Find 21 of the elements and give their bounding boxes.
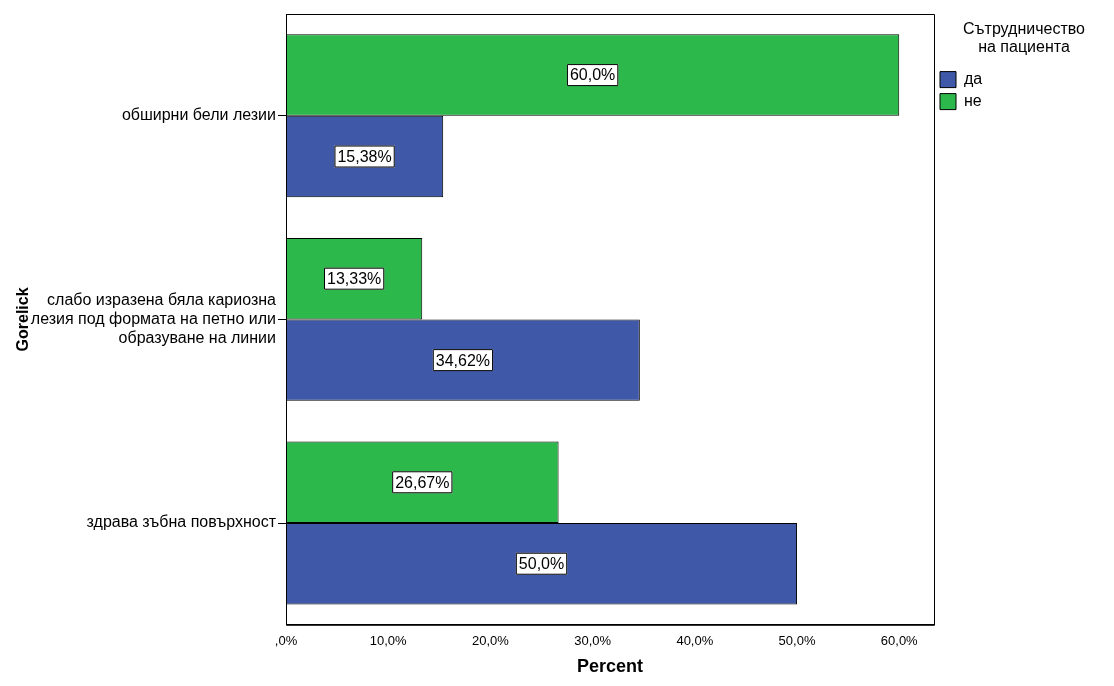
- data-label: 60,0%: [569, 66, 616, 84]
- legend-label: да: [964, 70, 983, 88]
- legend-title: Сътрудничество на пациента: [963, 20, 1086, 56]
- y-tick-label: здрава зъбна повърхност: [86, 513, 277, 531]
- x-tick-label: 30,0%: [574, 633, 612, 649]
- data-label: 26,67%: [395, 473, 450, 491]
- x-tick-label: 10,0%: [369, 633, 408, 649]
- x-axis-title: Percent: [576, 656, 644, 677]
- y-axis-title: Gorelick: [14, 287, 32, 352]
- x-tick-label: 20,0%: [471, 633, 510, 649]
- x-tick-label: ,0%: [274, 633, 298, 649]
- data-label: 15,38%: [337, 147, 392, 165]
- data-label: 34,62%: [435, 351, 491, 369]
- x-tick-label: 40,0%: [676, 633, 714, 649]
- x-tick-label: 50,0%: [778, 633, 816, 649]
- y-tick-label: слабо изразена бяла кариозна лезия под формата на петно или образуване на линии: [30, 290, 277, 347]
- y-tick-label: обширни бели лезии: [121, 106, 276, 124]
- legend-label: не: [964, 92, 982, 110]
- data-label: 13,33%: [326, 270, 382, 288]
- data-label: 50,0%: [518, 555, 565, 573]
- x-tick-label: 60,0%: [880, 633, 919, 649]
